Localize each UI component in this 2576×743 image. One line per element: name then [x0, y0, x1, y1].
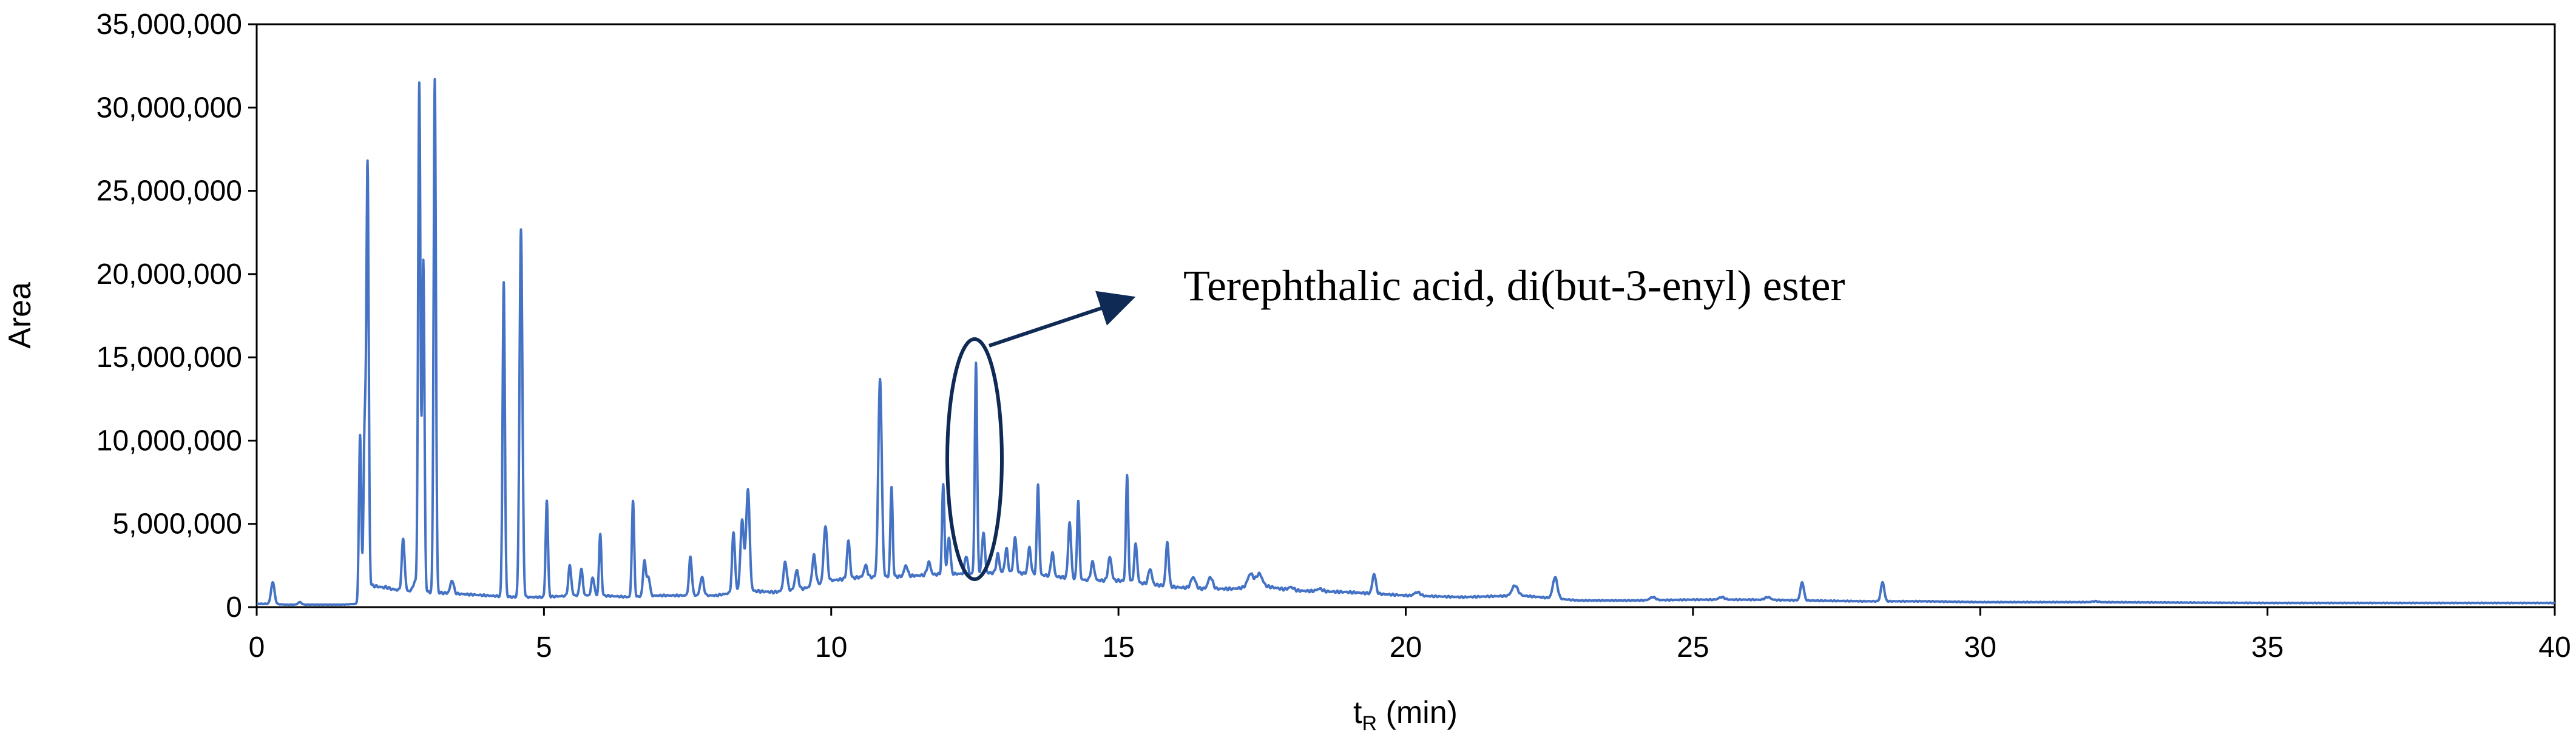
x-axis: 0 5 10 15 20 25 30 35 40 — [249, 607, 2571, 664]
x-tick-label: 35 — [2251, 631, 2284, 664]
x-tick-label: 0 — [249, 631, 265, 664]
x-tick-label: 20 — [1390, 631, 1422, 664]
y-axis-title: Area — [2, 282, 38, 349]
x-axis-title-subscript: R — [1362, 712, 1378, 735]
y-tick-label: 0 — [226, 591, 242, 624]
plot-frame — [255, 23, 2556, 608]
y-tick-label: 35,000,000 — [96, 8, 242, 41]
y-axis: 0 5,000,000 10,000,000 15,000,000 20,000,000… — [96, 8, 257, 624]
y-tick-label: 15,000,000 — [96, 341, 242, 374]
highlight-ellipse — [945, 337, 1004, 581]
y-tick-label: 30,000,000 — [96, 92, 242, 124]
x-axis-title-main: t — [1353, 695, 1362, 730]
x-tick-label: 15 — [1102, 631, 1134, 664]
x-tick-label: 5 — [536, 631, 552, 664]
y-tick-label: 5,000,000 — [112, 508, 242, 540]
y-tick-label: 20,000,000 — [96, 258, 242, 291]
x-tick-label: 25 — [1677, 631, 1709, 664]
y-tick-label: 25,000,000 — [96, 175, 242, 207]
x-axis-title: tR (min) — [1353, 695, 1458, 735]
chromatogram-series-line — [255, 78, 2556, 607]
x-tick-label: 10 — [815, 631, 847, 664]
x-tick-label: 40 — [2538, 631, 2571, 664]
x-axis-title-unit: (min) — [1377, 695, 1458, 730]
annotation-label: Terephthalic acid, di(but-3-enyl) ester — [1183, 261, 1845, 310]
y-tick-label: 10,000,000 — [96, 425, 242, 457]
annotation-arrow — [989, 291, 1136, 348]
x-tick-label: 30 — [1964, 631, 1996, 664]
